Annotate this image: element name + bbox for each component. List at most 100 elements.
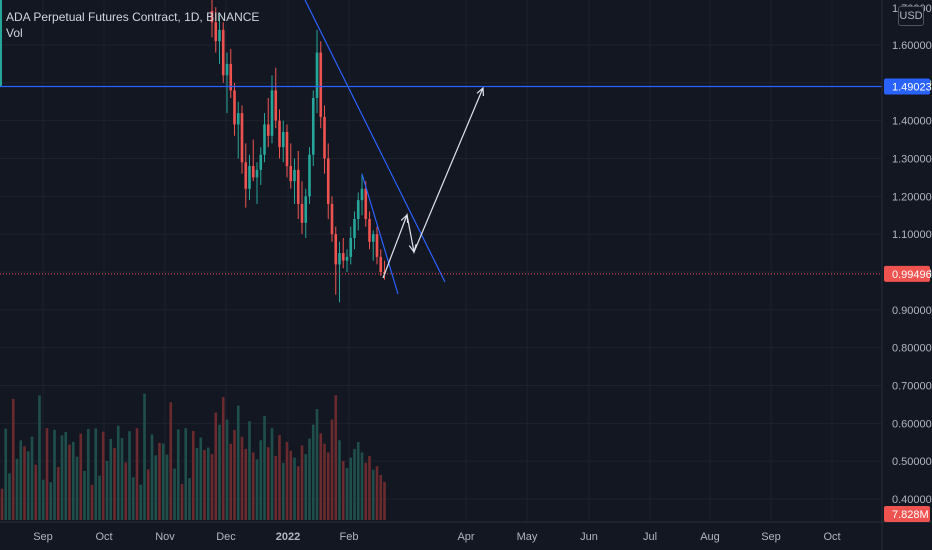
candle-body	[311, 97, 315, 155]
volume-bar	[56, 467, 60, 520]
volume-bar	[124, 462, 128, 520]
volume-bar	[236, 405, 240, 520]
volume-bar	[214, 412, 218, 520]
volume-bar	[289, 450, 293, 520]
volume-badge	[884, 506, 930, 522]
x-tick-label: Jul	[643, 531, 657, 543]
candle-body	[251, 166, 255, 178]
candle-body	[214, 22, 218, 42]
x-tick-label: 2022	[276, 531, 300, 543]
volume-bar	[135, 428, 139, 520]
volume-bar	[139, 484, 143, 520]
y-tick-label: 0.60000	[892, 418, 932, 430]
candle-body	[319, 52, 323, 117]
candle-body	[225, 63, 229, 76]
horizontal-line-price-label: 1.49023	[892, 82, 932, 94]
volume-bar	[353, 448, 356, 520]
volume-bar	[30, 436, 34, 520]
candle-body	[266, 124, 270, 136]
arrow-head-icon	[400, 213, 409, 224]
symbol-title[interactable]: ADA Perpetual Futures Contract, 1D, BINA…	[6, 10, 260, 24]
y-tick-label: 0.50000	[892, 456, 932, 468]
volume-bar	[364, 462, 368, 520]
volume-bar	[75, 456, 79, 520]
volume-bar	[8, 473, 11, 520]
y-tick-label: 1.40000	[892, 116, 932, 128]
volume-bar	[180, 483, 184, 520]
currency-selector[interactable]: USD	[898, 6, 924, 26]
x-tick-label: Sep	[761, 531, 781, 543]
volume-bar	[259, 440, 263, 520]
volume-bar	[206, 447, 210, 520]
volume-bar	[221, 396, 225, 520]
volume-bar	[281, 462, 285, 520]
volume-bar	[356, 442, 360, 520]
candle-body	[293, 169, 296, 182]
candle-body	[379, 256, 383, 272]
volume-bar	[368, 455, 371, 520]
volume-bar	[146, 469, 150, 520]
y-tick-label: 1.20000	[892, 191, 932, 203]
volume-bar	[266, 447, 270, 520]
candle-body	[210, 10, 214, 23]
candle-body	[218, 29, 221, 42]
volume-bar	[101, 431, 105, 520]
y-tick-label: 0.80000	[892, 343, 932, 355]
volume-bar	[330, 419, 334, 520]
volume-bar	[360, 452, 364, 520]
candle-body	[274, 90, 278, 121]
projection-path[interactable]	[382, 87, 484, 279]
candle-body	[0, 0, 2, 87]
volume-bar	[285, 442, 289, 520]
volume-bar	[203, 450, 206, 520]
volume-bar	[334, 395, 338, 520]
volume-bar	[165, 454, 169, 520]
currency-label: USD	[899, 10, 923, 22]
y-tick-label: 1.60000	[892, 40, 932, 52]
descending-trendline[interactable]	[304, 0, 446, 283]
volume-bar	[105, 460, 109, 520]
candle-body	[304, 196, 308, 223]
last-price-label: 0.99496	[892, 269, 932, 281]
candle-body	[263, 124, 266, 155]
volume-bar	[150, 434, 154, 520]
volume-bar	[255, 459, 259, 520]
volume-bar	[345, 468, 349, 520]
volume-bar	[45, 428, 49, 520]
x-tick-label: Apr	[457, 531, 474, 543]
arrow-head-icon	[408, 244, 417, 254]
volume-bar	[128, 431, 131, 520]
volume-bar	[116, 425, 120, 520]
volume-bars	[0, 393, 386, 520]
y-tick-label: 1.10000	[892, 229, 932, 241]
candle-body	[326, 158, 330, 204]
candle-body	[308, 154, 311, 197]
y-tick-label: 1.30000	[892, 154, 932, 166]
volume-bar	[293, 457, 296, 520]
volume-bar	[176, 429, 180, 520]
candle-body	[285, 132, 289, 167]
volume-bar	[240, 436, 244, 520]
volume-bar	[19, 440, 23, 520]
candle-body	[371, 234, 375, 242]
x-tick-label: May	[517, 531, 538, 543]
volume-bar	[173, 468, 176, 520]
x-tick-label: Nov	[155, 531, 175, 543]
volume-bar	[4, 428, 8, 520]
arrow-head-icon	[476, 86, 485, 97]
candle-body	[353, 219, 356, 238]
volume-bar	[375, 466, 379, 520]
short-trendline[interactable]	[361, 173, 399, 295]
volume-bar	[120, 437, 124, 520]
volume-bar	[83, 470, 86, 520]
volume-bar	[323, 443, 326, 520]
volume-bar	[326, 452, 330, 520]
volume-bar	[300, 445, 304, 520]
volume-bar	[131, 477, 135, 520]
volume-bar	[26, 451, 30, 520]
volume-indicator-label[interactable]: Vol	[6, 26, 23, 40]
volume-bar	[371, 469, 375, 520]
candle-body	[334, 234, 338, 265]
